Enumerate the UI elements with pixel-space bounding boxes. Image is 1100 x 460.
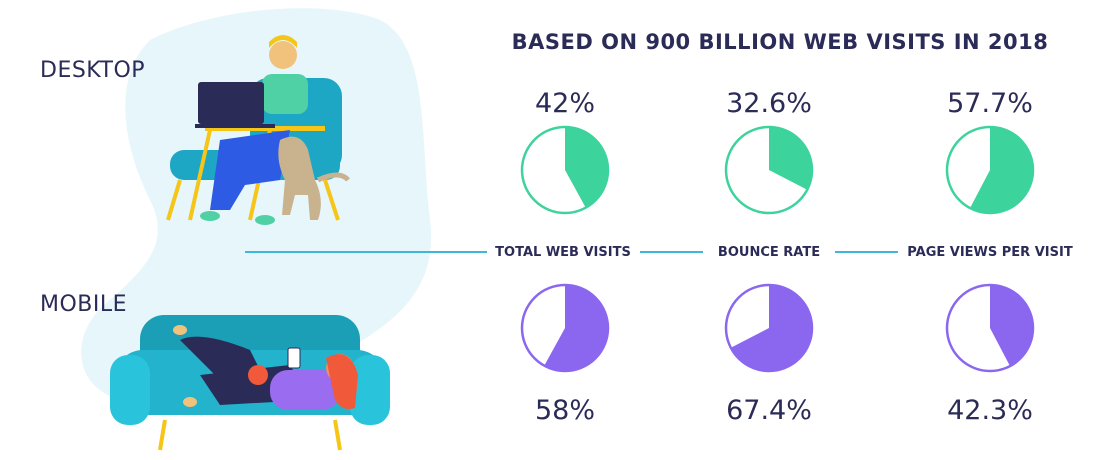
pie-mobile-2 (945, 283, 1035, 373)
desktop-value-label: 42% (534, 88, 595, 119)
mobile-value-label: 67.4% (726, 395, 812, 426)
desktop-value-label: 32.6% (726, 88, 812, 119)
desktop-illustration (166, 35, 350, 225)
mobile-illustration (110, 315, 390, 451)
pie-desktop-1 (724, 125, 814, 215)
pie-desktop-2 (945, 125, 1035, 215)
pie-slice (990, 285, 1033, 367)
pie-desktop-0 (520, 125, 610, 215)
category-label-bounce-rate: BOUNCE RATE (717, 245, 821, 260)
desktop-label: DESKTOP (40, 58, 146, 83)
pie-mobile-1 (724, 283, 814, 373)
category-label-page-views-per-visit: PAGE VIEWS PER VISIT (907, 245, 1073, 260)
pie-slice (544, 285, 608, 372)
mobile-value-label: 42.3% (947, 395, 1033, 426)
pie-slice (565, 127, 608, 208)
category-label-total-web-visits: TOTAL WEB VISITS (495, 245, 631, 260)
desktop-value-label: 57.7% (947, 88, 1033, 119)
pie-mobile-0 (520, 283, 610, 373)
pie-slice (769, 127, 812, 190)
chart-title: BASED ON 900 BILLION WEB VISITS IN 2018 (511, 30, 1049, 54)
pie-slice (969, 127, 1033, 213)
pie-slice (730, 285, 812, 371)
mobile-label: MOBILE (40, 292, 128, 317)
mobile-value-label: 58% (534, 395, 595, 426)
